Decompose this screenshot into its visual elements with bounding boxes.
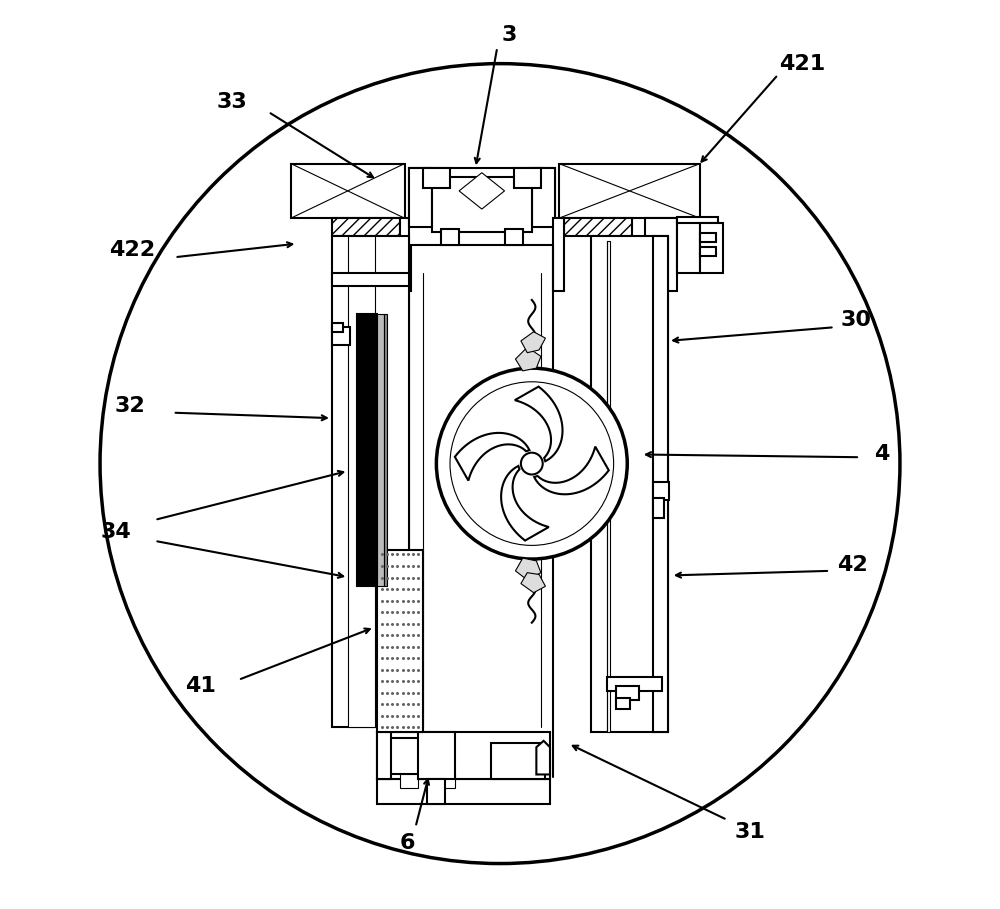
Bar	[423, 168, 450, 188]
Bar	[677, 217, 718, 223]
Bar	[400, 218, 411, 291]
Bar	[441, 229, 459, 245]
Text: 30: 30	[841, 310, 872, 330]
Text: 41: 41	[185, 676, 215, 696]
Bar	[436, 774, 455, 788]
Bar	[332, 273, 409, 286]
Bar	[332, 218, 400, 236]
Text: 6: 6	[400, 833, 415, 853]
Polygon shape	[521, 573, 545, 593]
Bar	[377, 314, 384, 586]
Bar	[645, 218, 677, 291]
Polygon shape	[515, 386, 563, 461]
Circle shape	[436, 368, 627, 559]
Bar	[616, 686, 639, 700]
Bar	[532, 168, 555, 227]
Polygon shape	[559, 164, 700, 218]
Bar	[677, 218, 700, 273]
Text: 34: 34	[101, 522, 132, 542]
Bar	[332, 327, 350, 345]
Bar	[377, 779, 550, 804]
Bar	[514, 168, 541, 188]
Polygon shape	[515, 558, 541, 580]
Bar	[616, 698, 630, 709]
Bar	[505, 229, 523, 245]
Bar	[427, 779, 445, 804]
Bar	[653, 482, 669, 500]
Text: 31: 31	[735, 822, 765, 842]
Bar	[607, 677, 662, 691]
Bar	[418, 732, 455, 779]
Polygon shape	[501, 466, 549, 541]
Text: 3: 3	[501, 25, 517, 45]
Bar	[553, 218, 564, 291]
Bar	[700, 247, 716, 256]
Bar	[332, 323, 343, 332]
Bar	[700, 233, 716, 242]
Bar	[564, 218, 632, 236]
Bar	[357, 314, 377, 586]
Circle shape	[100, 64, 900, 864]
Polygon shape	[534, 446, 609, 494]
Bar	[432, 177, 532, 232]
Text: 33: 33	[216, 92, 247, 112]
Bar	[591, 236, 668, 732]
Text: 42: 42	[837, 555, 868, 575]
Polygon shape	[291, 164, 405, 218]
Bar	[653, 236, 668, 732]
Bar	[384, 314, 387, 586]
Polygon shape	[515, 347, 541, 371]
Bar	[653, 498, 664, 518]
Text: 421: 421	[779, 54, 825, 74]
Bar	[400, 774, 418, 788]
Polygon shape	[521, 332, 545, 353]
Bar	[491, 743, 545, 779]
Bar	[409, 168, 555, 245]
Bar	[377, 732, 391, 779]
Bar	[377, 550, 423, 732]
Bar	[607, 241, 610, 732]
Bar	[377, 732, 550, 779]
Bar	[386, 738, 423, 774]
Bar	[409, 168, 432, 227]
Text: 4: 4	[874, 445, 889, 464]
Bar	[348, 236, 375, 727]
Bar	[332, 236, 409, 727]
Text: 32: 32	[115, 396, 145, 416]
Polygon shape	[455, 433, 529, 481]
Bar	[700, 223, 723, 273]
Circle shape	[450, 382, 614, 545]
Polygon shape	[459, 173, 505, 209]
Polygon shape	[536, 741, 550, 774]
Circle shape	[521, 453, 543, 474]
Text: 422: 422	[109, 240, 155, 260]
